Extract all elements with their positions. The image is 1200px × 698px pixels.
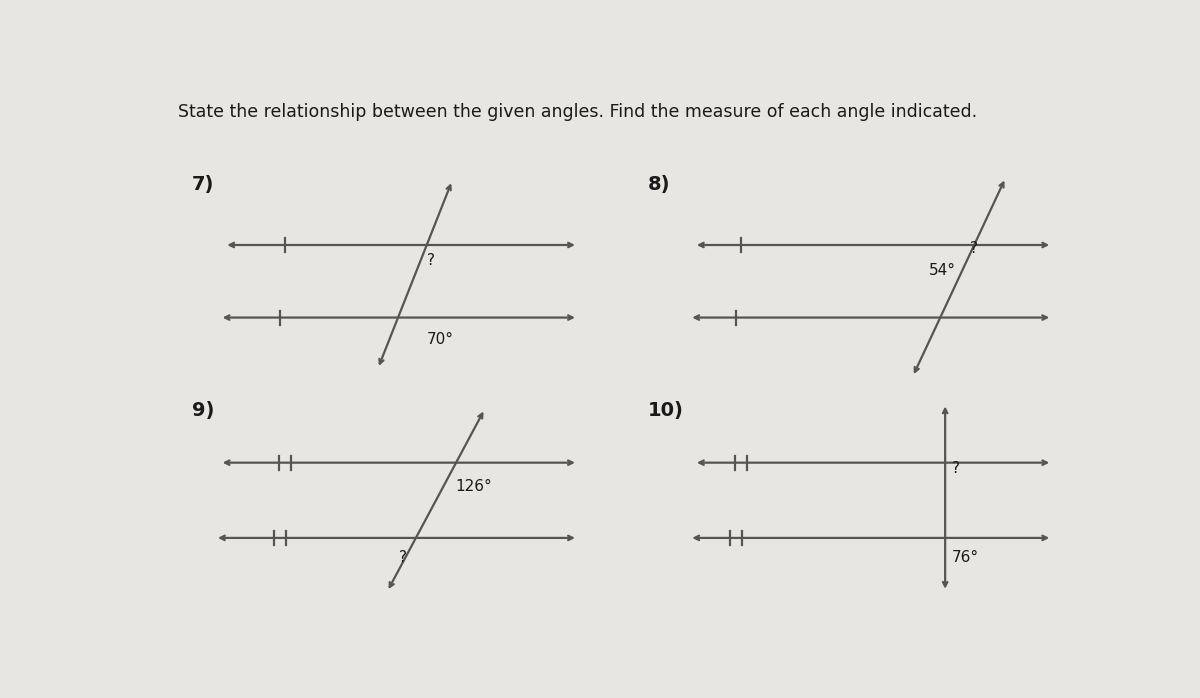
Text: ?: ? [427, 253, 436, 268]
Text: 76°: 76° [952, 550, 979, 565]
Text: State the relationship between the given angles. Find the measure of each angle : State the relationship between the given… [178, 103, 977, 121]
Text: 9): 9) [192, 401, 215, 420]
Text: ?: ? [971, 241, 978, 255]
Text: 7): 7) [192, 175, 215, 194]
Text: 10): 10) [648, 401, 684, 420]
Text: 8): 8) [648, 175, 670, 194]
Text: 70°: 70° [427, 332, 454, 347]
Text: ?: ? [952, 461, 960, 476]
Text: 126°: 126° [455, 479, 492, 493]
Text: 54°: 54° [929, 262, 956, 278]
Text: ?: ? [400, 550, 407, 565]
